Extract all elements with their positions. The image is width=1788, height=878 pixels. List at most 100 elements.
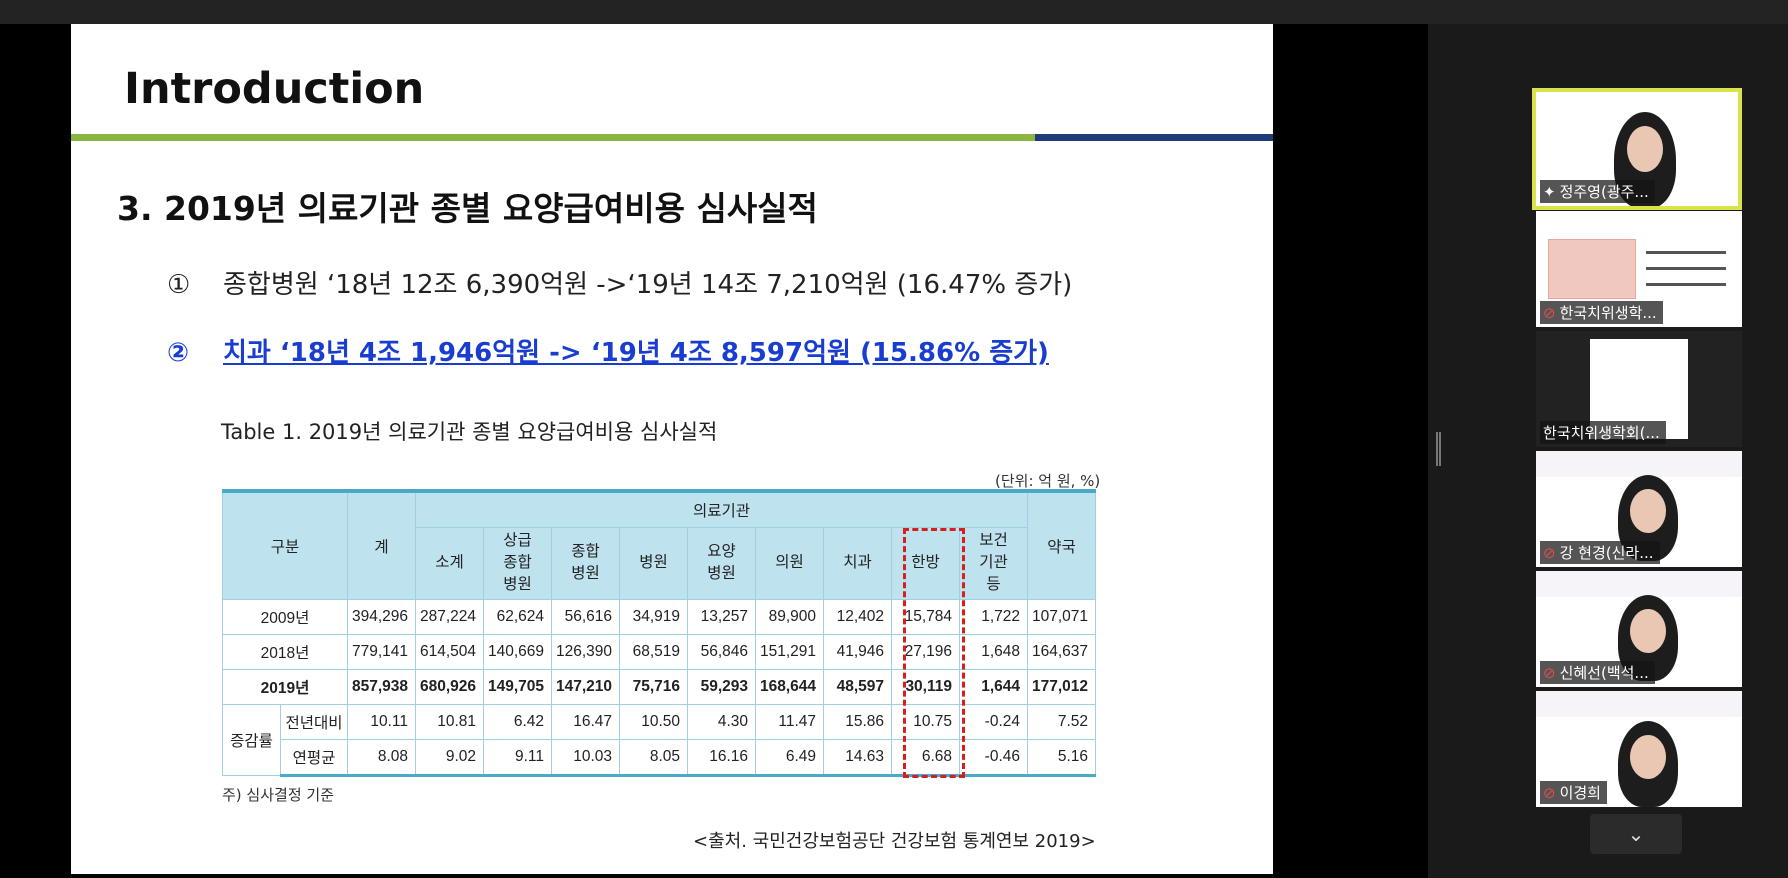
statistics-table: 구분 계 의료기관 약국 소계 상급 종합 병원 종합 병원 병원 요양 병원 의원 치과 한…: [222, 489, 1096, 777]
table-cell: 14.63: [823, 738, 892, 777]
header-sub-2: 종합 병원: [551, 526, 620, 600]
title-underline-navy: [1035, 134, 1273, 141]
header-gubun: 구분: [222, 489, 348, 600]
pin-icon: ✦: [1543, 183, 1556, 201]
table-cell: 41,946: [823, 633, 892, 670]
presentation-slide: Introduction 3. 2019년 의료기관 종별 요양급여비용 심사실…: [71, 24, 1273, 874]
row-label: 2009년: [222, 598, 348, 635]
participant-name: ⊘ 강 현경(신라...: [1540, 541, 1660, 564]
participant-name-text: 한국치위생학...: [1559, 304, 1657, 322]
header-sub-7: 한방: [891, 526, 960, 600]
chevron-down-icon: ⌄: [1627, 822, 1645, 846]
participant-name: 한국치위생학회(...: [1540, 421, 1666, 444]
scroll-down-button[interactable]: ⌄: [1590, 814, 1682, 854]
participant-tile[interactable]: ⊘ 강 현경(신라...: [1536, 451, 1742, 567]
row-label: 전년대비: [280, 703, 348, 740]
bullet-1-text: 종합병원 ‘18년 12조 6,390억원 ->‘19년 14조 7,210억원…: [223, 270, 1073, 300]
table-row: 연평균 8.08 9.02 9.11 10.03 8.05 16.16 6.49 14.63 6.…: [223, 738, 1096, 777]
table-cell: 779,141: [347, 633, 416, 670]
face-skin: [1630, 735, 1666, 779]
header-sub-0: 소계: [415, 526, 484, 600]
table-cell: 164,637: [1027, 633, 1096, 670]
table-cell: 16.16: [687, 738, 756, 777]
table-cell: 89,900: [755, 598, 824, 635]
table-row: 2018년 779,141 614,504 140,669 126,390 68,519 5…: [222, 633, 1096, 670]
header-sub-1: 상급 종합 병원: [483, 526, 552, 600]
face-skin: [1630, 609, 1666, 653]
table-cell: 10.75: [891, 703, 960, 740]
unit-note: (단위: 억 원, %): [995, 472, 1101, 490]
header-sub-8: 보건 기관 등: [959, 526, 1028, 600]
panel-resize-handle[interactable]: [1436, 432, 1441, 466]
table-row: 2009년 394,296 287,224 62,624 56,616 34,919 13,…: [222, 598, 1096, 635]
table-cell: 614,504: [415, 633, 484, 670]
table-cell: 140,669: [483, 633, 552, 670]
table-cell: 9.02: [415, 738, 484, 777]
table-cell: 7.52: [1027, 703, 1096, 740]
table-cell: 56,616: [551, 598, 620, 635]
table-cell: 56,846: [687, 633, 756, 670]
table-cell: 6.68: [891, 738, 960, 777]
table-cell: 394,296: [347, 598, 416, 635]
bullet-2: ② 치과 ‘18년 4조 1,946억원 -> ‘19년 4조 8,597억원 (…: [167, 332, 1049, 369]
participant-tile[interactable]: ⊘ 이경희: [1536, 691, 1742, 807]
row-label: 2019년: [222, 668, 348, 705]
table-cell: -0.24: [959, 703, 1028, 740]
participant-name-text: 강 현경(신라...: [1559, 544, 1654, 562]
participant-name: ⊘ 한국치위생학...: [1540, 301, 1663, 324]
source-note: <출처. 국민건강보험공단 건강보험 통계연보 2019>: [693, 831, 1096, 852]
participant-name: ⊘ 이경희: [1540, 781, 1607, 804]
slide-background: [1536, 451, 1742, 477]
table-cell: 59,293: [687, 668, 756, 705]
row-label: 연평균: [280, 738, 348, 777]
table-cell: 27,196: [891, 633, 960, 670]
table-cell: 10.50: [619, 703, 688, 740]
header-pharmacy: 약국: [1027, 489, 1096, 600]
table-cell: 62,624: [483, 598, 552, 635]
table-cell: 68,519: [619, 633, 688, 670]
header-sub-5: 의원: [755, 526, 824, 600]
table-cell: 151,291: [755, 633, 824, 670]
table-cell: 11.47: [755, 703, 824, 740]
bullet-2-number: ②: [167, 338, 190, 368]
participant-name: ⊘ 신혜선(백석...: [1540, 661, 1655, 684]
table-cell: 4.30: [687, 703, 756, 740]
top-bar: [0, 0, 1788, 24]
table-cell: 16.47: [551, 703, 620, 740]
mic-muted-icon: ⊘: [1543, 784, 1556, 802]
table-cell: 149,705: [483, 668, 552, 705]
slide-heading: 3. 2019년 의료기관 종별 요양급여비용 심사실적: [117, 189, 818, 228]
participant-tile[interactable]: ✦ 정주영(광주...: [1532, 88, 1742, 210]
mic-muted-icon: ⊘: [1543, 544, 1556, 562]
table-cell: 9.11: [483, 738, 552, 777]
header-sub-6: 치과: [823, 526, 892, 600]
table-cell: 10.03: [551, 738, 620, 777]
table-cell: 6.42: [483, 703, 552, 740]
participant-name: ✦ 정주영(광주...: [1540, 180, 1655, 203]
table-cell: 75,716: [619, 668, 688, 705]
participant-name-text: 이경희: [1559, 784, 1601, 802]
table-cell: 10.11: [347, 703, 416, 740]
table-cell: 287,224: [415, 598, 484, 635]
table-cell: 8.08: [347, 738, 416, 777]
participant-tile[interactable]: ⊘ 한국치위생학...: [1536, 211, 1742, 327]
table-cell: 107,071: [1027, 598, 1096, 635]
growth-label: 증감률: [222, 703, 281, 776]
table-cell: 177,012: [1027, 668, 1096, 705]
table-cell: 5.16: [1027, 738, 1096, 777]
slide-background: [1536, 691, 1742, 717]
table-footnote: 주) 심사결정 기준: [222, 786, 334, 804]
table-row: 증감률 전년대비 10.11 10.81 6.42 16.47 10.50 4.30 11.47…: [222, 703, 1096, 776]
table-cell: 1,722: [959, 598, 1028, 635]
title-underline-green: [71, 134, 1035, 141]
table-cell: 12,402: [823, 598, 892, 635]
mic-muted-icon: ⊘: [1543, 664, 1556, 682]
participant-tile[interactable]: 한국치위생학회(...: [1536, 331, 1742, 447]
participant-tile[interactable]: ⊘ 신혜선(백석...: [1536, 571, 1742, 687]
bullet-2-text: 치과 ‘18년 4조 1,946억원 -> ‘19년 4조 8,597억원 (1…: [223, 338, 1049, 368]
table-cell: 1,644: [959, 668, 1028, 705]
table-cell: 30,119: [891, 668, 960, 705]
table-cell: 15,784: [891, 598, 960, 635]
table-cell: -0.46: [959, 738, 1028, 777]
shared-slide-thumbnail: [1548, 239, 1636, 299]
